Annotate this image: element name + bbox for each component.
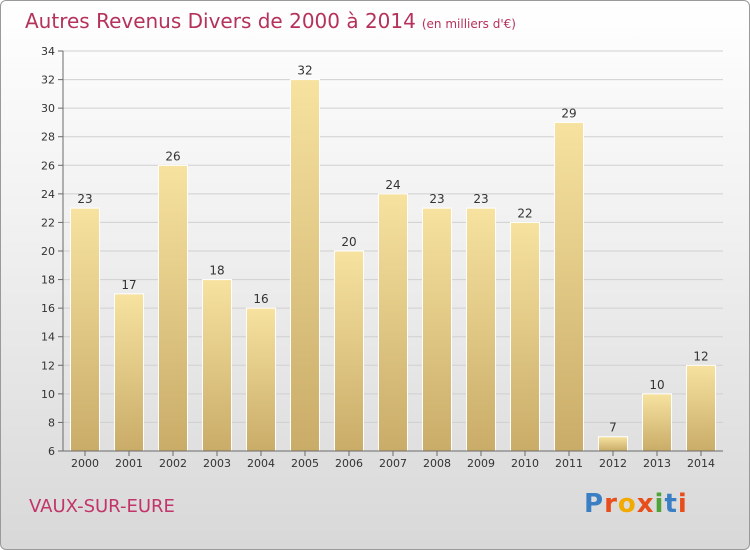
bar-2005 — [289, 79, 321, 452]
y-tick-label: 6 — [48, 445, 55, 458]
logo-letter: i — [654, 489, 665, 519]
bar-2012 — [597, 436, 629, 452]
y-tick-label: 26 — [41, 159, 55, 172]
data-label: 23 — [77, 192, 92, 206]
y-tick-label: 14 — [41, 331, 55, 344]
bar-2000 — [69, 207, 101, 452]
bar-2006 — [333, 250, 365, 452]
logo-letter: P — [584, 489, 605, 519]
bar-2014 — [685, 364, 717, 452]
logo-letter: r — [604, 489, 618, 519]
logo-letter: o — [617, 489, 637, 519]
x-tick-label: 2007 — [379, 457, 407, 470]
x-tick-label: 2001 — [115, 457, 143, 470]
y-tick-label: 28 — [41, 131, 55, 144]
data-label: 26 — [165, 149, 180, 163]
bar-2013 — [641, 393, 673, 452]
x-tick-label: 2009 — [467, 457, 495, 470]
y-tick-label: 20 — [41, 245, 55, 258]
bar-2004 — [245, 307, 277, 452]
y-tick-label: 18 — [41, 274, 55, 287]
y-tick-label: 30 — [41, 102, 55, 115]
data-label: 17 — [121, 278, 136, 292]
x-tick-label: 2008 — [423, 457, 451, 470]
data-label: 7 — [609, 421, 617, 435]
data-label: 24 — [385, 178, 400, 192]
logo-letter: x — [636, 489, 655, 519]
data-label: 23 — [473, 192, 488, 206]
proxiti-logo: Proxiti — [584, 489, 688, 519]
data-label: 29 — [561, 106, 576, 120]
data-label: 32 — [297, 64, 312, 78]
y-tick-label: 8 — [48, 416, 55, 429]
x-tick-label: 2005 — [291, 457, 319, 470]
bar-2002 — [157, 164, 189, 452]
y-tick-label: 22 — [41, 216, 55, 229]
chart-unit: (en milliers d'€) — [421, 17, 516, 31]
x-tick-label: 2011 — [555, 457, 583, 470]
y-tick-label: 12 — [41, 359, 55, 372]
data-label: 12 — [693, 349, 708, 363]
x-tick-label: 2002 — [159, 457, 187, 470]
x-tick-label: 2014 — [687, 457, 715, 470]
chart-title-text: Autres Revenus Divers de 2000 à 2014 — [25, 9, 416, 33]
y-tick-label: 34 — [41, 45, 55, 58]
location-label: VAUX-SUR-EURE — [29, 496, 175, 517]
data-label: 10 — [649, 378, 664, 392]
x-tick-label: 2003 — [203, 457, 231, 470]
data-label: 23 — [429, 192, 444, 206]
bar-2009 — [465, 207, 497, 452]
bar-2007 — [377, 193, 409, 452]
data-label: 18 — [209, 264, 224, 278]
bar-2001 — [113, 293, 145, 452]
logo-letter: t — [664, 489, 678, 519]
x-tick-label: 2006 — [335, 457, 363, 470]
bar-2003 — [201, 279, 233, 452]
x-tick-label: 2010 — [511, 457, 539, 470]
logo-letter: i — [677, 489, 688, 519]
data-label: 22 — [517, 206, 532, 220]
data-label: 16 — [253, 292, 268, 306]
y-tick-label: 32 — [41, 74, 55, 87]
x-tick-label: 2000 — [71, 457, 99, 470]
y-tick-label: 16 — [41, 302, 55, 315]
chart-title: Autres Revenus Divers de 2000 à 2014 (en … — [25, 9, 516, 33]
x-tick-label: 2012 — [599, 457, 627, 470]
bar-2011 — [553, 121, 585, 452]
bar-2008 — [421, 207, 453, 452]
y-tick-label: 10 — [41, 388, 55, 401]
y-tick-label: 24 — [41, 188, 55, 201]
x-tick-label: 2013 — [643, 457, 671, 470]
x-tick-label: 2004 — [247, 457, 275, 470]
bar-2010 — [509, 221, 541, 452]
data-label: 20 — [341, 235, 356, 249]
